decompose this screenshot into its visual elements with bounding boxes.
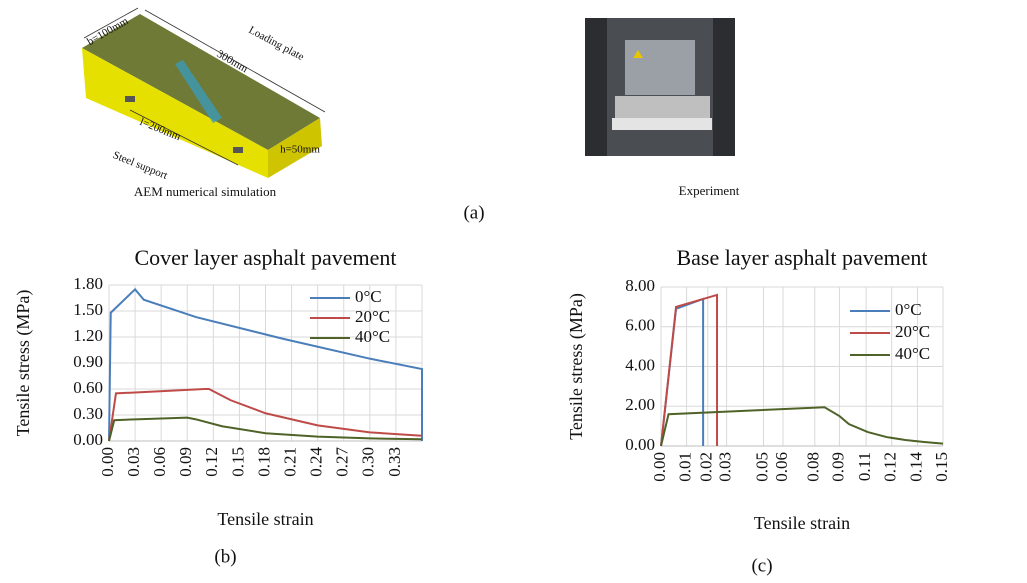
steel-support xyxy=(125,96,135,102)
legend-label: 20°C xyxy=(355,307,390,326)
x-tick-label: 0.09 xyxy=(828,452,847,482)
y-tick-label: 0.90 xyxy=(73,352,103,371)
y-tick-label: 1.80 xyxy=(73,274,103,293)
x-tick-label: 0.12 xyxy=(881,452,900,482)
dim-line xyxy=(129,109,239,166)
data-line xyxy=(108,388,423,442)
y-tick-label: 0.00 xyxy=(625,435,655,454)
x-tick-label: 0.05 xyxy=(752,452,771,482)
x-tick-label: 0.00 xyxy=(98,447,117,477)
data-line xyxy=(660,297,705,447)
panel-label: (a) xyxy=(463,202,484,223)
steel-support xyxy=(233,147,243,153)
data-line xyxy=(660,293,719,447)
x-axis-label: Tensile strain xyxy=(754,513,850,533)
x-tick-label: 0.15 xyxy=(228,447,247,477)
photo-frame xyxy=(585,18,607,156)
x-tick-label: 0.27 xyxy=(333,447,352,477)
x-tick-label: 0.30 xyxy=(359,447,378,477)
photo-sign xyxy=(633,50,643,58)
beam-front xyxy=(82,48,268,178)
dim-label: Loading plate xyxy=(247,24,306,63)
data-line xyxy=(108,416,423,442)
x-tick-label: 0.01 xyxy=(675,452,694,482)
legend-label: 40°C xyxy=(355,327,390,346)
y-tick-label: 0.30 xyxy=(73,404,103,423)
chart-title: Base layer asphalt pavement xyxy=(676,245,927,270)
legend-label: 0°C xyxy=(895,300,922,319)
y-axis-label: Tensile stress (MPa) xyxy=(13,290,34,437)
y-tick-label: 0.60 xyxy=(73,378,103,397)
x-tick-label: 0.15 xyxy=(932,452,951,482)
y-tick-label: 4.00 xyxy=(625,355,655,374)
x-tick-label: 0.12 xyxy=(202,447,221,477)
legend-label: 20°C xyxy=(895,322,930,341)
x-tick-label: 0.03 xyxy=(124,447,143,477)
x-tick-label: 0.06 xyxy=(772,452,791,482)
x-tick-label: 0.09 xyxy=(176,447,195,477)
y-tick-label: 1.50 xyxy=(73,300,103,319)
x-tick-label: 0.00 xyxy=(650,452,669,482)
photo-base xyxy=(612,118,712,130)
y-tick-label: 0.00 xyxy=(73,430,103,449)
beam-top xyxy=(82,14,320,150)
x-tick-label: 0.24 xyxy=(307,447,326,477)
x-tick-label: 0.14 xyxy=(906,452,925,482)
y-tick-label: 2.00 xyxy=(625,395,655,414)
dim-label: Steel support xyxy=(111,149,169,182)
photo-specimen xyxy=(615,96,710,118)
dim-label: h=50mm xyxy=(280,144,320,156)
panel-label: (b) xyxy=(214,546,236,567)
caption: Experiment xyxy=(679,183,740,198)
dim-line xyxy=(144,9,326,113)
x-tick-label: 0.08 xyxy=(804,452,823,482)
legend-label: 0°C xyxy=(355,287,382,306)
x-tick-label: 0.02 xyxy=(697,452,716,482)
x-tick-label: 0.03 xyxy=(716,452,735,482)
x-tick-label: 0.21 xyxy=(280,447,299,477)
x-tick-label: 0.11 xyxy=(855,452,874,481)
y-tick-label: 6.00 xyxy=(625,316,655,335)
panel-label: (c) xyxy=(751,555,772,576)
caption: AEM numerical simulation xyxy=(134,184,277,199)
x-tick-label: 0.33 xyxy=(385,447,404,477)
loading-plate xyxy=(175,60,222,123)
x-tick-label: 0.18 xyxy=(254,447,273,477)
legend-label: 40°C xyxy=(895,344,930,363)
x-axis-label: Tensile strain xyxy=(217,509,313,529)
photo-frame xyxy=(713,18,735,156)
y-axis-label: Tensile stress (MPa) xyxy=(566,293,587,440)
chart-title: Cover layer asphalt pavement xyxy=(134,245,396,270)
x-tick-label: 0.06 xyxy=(150,447,169,477)
experiment-photo xyxy=(585,18,735,156)
data-line xyxy=(660,406,944,447)
beam-side xyxy=(268,118,322,178)
photo-machine xyxy=(625,40,695,95)
y-tick-label: 1.20 xyxy=(73,326,103,345)
simulation-drawing: b=100mm 300mm Loading plate l=200mm Stee… xyxy=(82,7,326,182)
dim-line xyxy=(83,7,139,39)
data-line xyxy=(108,287,423,442)
y-tick-label: 8.00 xyxy=(625,276,655,295)
